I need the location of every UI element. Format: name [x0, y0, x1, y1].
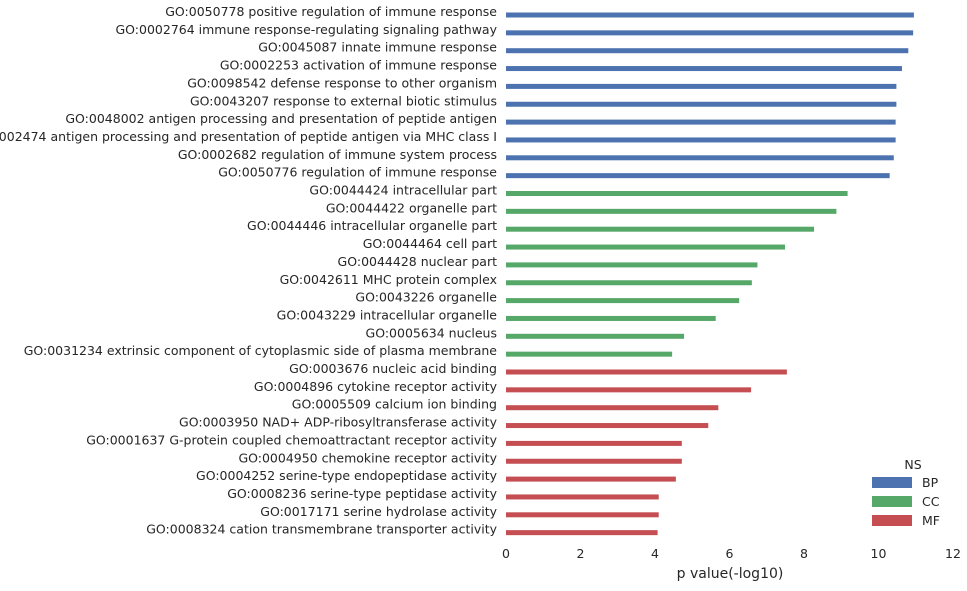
bar-cc — [506, 333, 685, 339]
category-label: GO:0043229 intracellular organelle — [277, 307, 498, 322]
category-label: GO:0017171 serine hydrolase activity — [260, 504, 497, 519]
category-labels: GO:0050778 positive regulation of immune… — [0, 4, 498, 537]
category-label: GO:0008236 serine-type peptidase activit… — [227, 486, 497, 501]
x-tick-label: 12 — [945, 546, 961, 561]
bar-mf — [506, 423, 709, 429]
bar-mf — [506, 369, 787, 375]
bar-mf — [506, 512, 659, 518]
legend-swatch-mf — [872, 515, 912, 526]
category-label: GO:0044464 cell part — [363, 236, 497, 251]
bar-cc — [506, 351, 673, 357]
bar-bp — [506, 119, 896, 125]
x-tick-label: 6 — [726, 546, 734, 561]
bar-mf — [506, 387, 752, 393]
bar-mf — [506, 405, 719, 411]
legend-label-mf: MF — [922, 513, 940, 528]
bar-mf — [506, 440, 682, 446]
bar-bp — [506, 12, 914, 18]
legend: NS BP CC MF — [872, 457, 940, 528]
bar-bp — [506, 83, 897, 89]
category-label: GO:0005634 nucleus — [366, 325, 497, 340]
category-label: GO:0050778 positive regulation of immune… — [165, 4, 497, 19]
category-label: GO:0044424 intracellular part — [309, 183, 497, 198]
category-label: GO:0042611 MHC protein complex — [280, 272, 497, 287]
bar-cc — [506, 315, 716, 321]
bar-cc — [506, 191, 848, 196]
legend-label-bp: BP — [922, 475, 939, 490]
category-label: GO:0044428 nuclear part — [338, 254, 498, 269]
category-label: GO:0005509 calcium ion binding — [292, 397, 497, 412]
category-label: GO:0003676 nucleic acid binding — [289, 361, 497, 376]
category-label: GO:0002764 immune response-regulating si… — [115, 22, 497, 37]
legend-title: NS — [904, 457, 921, 472]
bar-cc — [506, 262, 758, 268]
category-label: GO:0050776 regulation of immune response — [218, 165, 497, 180]
category-label: GO:0002253 activation of immune response — [220, 58, 497, 73]
category-label: GO:0043226 organelle — [355, 290, 497, 305]
bar-bp — [506, 66, 902, 72]
bar-mf — [506, 530, 658, 536]
category-label: GO:0043207 response to external biotic s… — [190, 93, 497, 108]
category-label: GO:0048002 antigen processing and presen… — [65, 111, 497, 126]
x-axis-ticks: 0 2 4 6 8 10 12 — [502, 546, 961, 561]
bar-cc — [506, 280, 752, 286]
category-label: GO:0002474 antigen processing and presen… — [0, 129, 497, 144]
legend-swatch-bp — [872, 477, 912, 488]
legend-entries: BP CC MF — [872, 475, 940, 528]
bar-mf — [506, 494, 659, 500]
bar-cc — [506, 244, 785, 250]
x-tick-label: 0 — [502, 546, 510, 561]
category-label: GO:0045087 innate immune response — [258, 40, 497, 55]
category-label: GO:0031234 extrinsic component of cytopl… — [24, 343, 498, 358]
x-tick-label: 10 — [871, 546, 887, 561]
x-tick-label: 8 — [800, 546, 808, 561]
category-label: GO:0044422 organelle part — [326, 200, 497, 215]
legend-swatch-cc — [872, 496, 912, 507]
bar-bp — [506, 137, 896, 143]
x-tick-label: 4 — [651, 546, 659, 561]
bar-cc — [506, 208, 837, 214]
x-tick-label: 2 — [577, 546, 585, 561]
bar-bp — [506, 30, 914, 36]
bar-bp — [506, 173, 890, 179]
category-label: GO:0044446 intracellular organelle part — [247, 218, 497, 233]
category-label: GO:0098542 defense response to other org… — [187, 75, 497, 90]
x-axis-label: p value(-log10) — [677, 566, 784, 582]
category-label: GO:0002682 regulation of immune system p… — [178, 147, 497, 162]
category-label: GO:0003950 NAD+ ADP-ribosyltransferase a… — [179, 415, 498, 430]
bar-mf — [506, 476, 676, 482]
category-label: GO:0004252 serine-type endopeptidase act… — [196, 468, 498, 483]
category-label: GO:0008324 cation transmembrane transpor… — [146, 522, 497, 537]
category-label: GO:0001637 G-protein coupled chemoattrac… — [86, 432, 497, 447]
bars-layer — [506, 12, 914, 536]
bar-cc — [506, 298, 740, 304]
bar-bp — [506, 101, 897, 107]
bar-cc — [506, 226, 815, 232]
bar-bp — [506, 155, 894, 161]
bar-mf — [506, 458, 682, 464]
category-label: GO:0004896 cytokine receptor activity — [254, 379, 498, 394]
legend-label-cc: CC — [922, 494, 940, 509]
category-label: GO:0004950 chemokine receptor activity — [238, 450, 497, 465]
bar-bp — [506, 48, 909, 54]
